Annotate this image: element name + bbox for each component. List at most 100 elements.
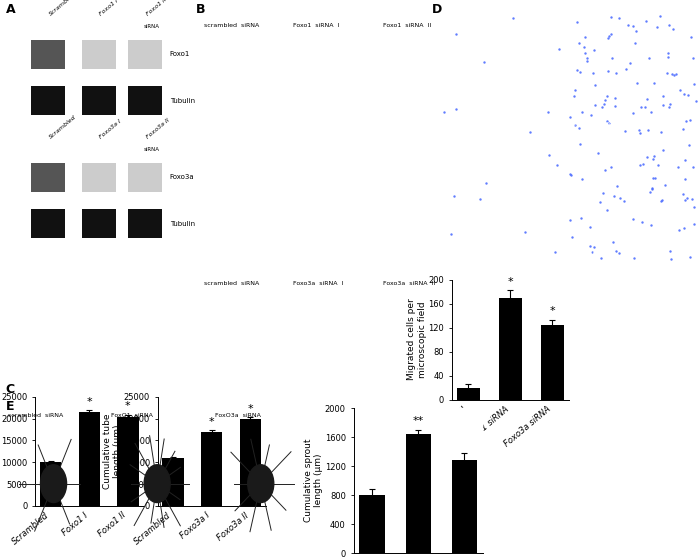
Point bbox=[582, 53, 593, 62]
Point bbox=[675, 86, 686, 94]
Circle shape bbox=[248, 465, 274, 503]
Point bbox=[657, 196, 668, 205]
Bar bbox=[40, 462, 61, 506]
Point bbox=[620, 65, 631, 74]
Y-axis label: Cumulative sprout
length (μm): Cumulative sprout length (μm) bbox=[304, 439, 323, 523]
Point bbox=[592, 149, 603, 158]
Point bbox=[652, 22, 663, 31]
Point bbox=[582, 56, 593, 65]
Point bbox=[611, 182, 622, 191]
Point bbox=[678, 224, 690, 233]
Point bbox=[664, 103, 675, 112]
Point bbox=[595, 254, 606, 263]
Text: scrambled  siRNA: scrambled siRNA bbox=[204, 281, 259, 286]
Point bbox=[572, 65, 583, 74]
Point bbox=[508, 13, 519, 22]
Bar bbox=[162, 458, 183, 506]
Point bbox=[630, 39, 641, 48]
Text: *: * bbox=[550, 306, 555, 316]
Text: *: * bbox=[125, 401, 131, 411]
Circle shape bbox=[41, 465, 66, 503]
Point bbox=[647, 183, 658, 192]
Point bbox=[627, 109, 638, 118]
Point bbox=[479, 58, 490, 67]
Text: Foxo1 I: Foxo1 I bbox=[99, 0, 120, 17]
Point bbox=[642, 95, 653, 104]
Point bbox=[606, 29, 617, 38]
Point bbox=[637, 217, 648, 226]
Point bbox=[652, 161, 664, 170]
Point bbox=[622, 21, 634, 30]
Point bbox=[584, 223, 596, 232]
Point bbox=[646, 184, 657, 193]
Point bbox=[600, 96, 611, 105]
Point bbox=[475, 195, 486, 203]
Point bbox=[668, 25, 679, 34]
Text: siRNA: siRNA bbox=[144, 25, 160, 30]
Point bbox=[587, 248, 598, 257]
Text: scrambled  siRNA: scrambled siRNA bbox=[8, 413, 63, 418]
Bar bbox=[201, 432, 223, 506]
Point bbox=[636, 102, 647, 111]
Bar bbox=[452, 461, 477, 553]
Point bbox=[688, 220, 699, 229]
Point bbox=[564, 215, 575, 224]
Text: scrambled  siRNA: scrambled siRNA bbox=[204, 23, 259, 28]
Point bbox=[662, 68, 673, 77]
Point bbox=[570, 120, 581, 129]
Bar bbox=[118, 416, 139, 506]
Point bbox=[614, 14, 625, 23]
Point bbox=[645, 107, 657, 116]
Point bbox=[663, 52, 674, 61]
Text: Scrambled: Scrambled bbox=[48, 0, 77, 17]
Point bbox=[655, 127, 666, 136]
Text: scrambled: scrambled bbox=[441, 250, 475, 255]
Y-axis label: Cumulative tube
length (μm): Cumulative tube length (μm) bbox=[103, 414, 122, 489]
Text: B: B bbox=[196, 3, 206, 16]
Point bbox=[663, 49, 674, 58]
Point bbox=[610, 69, 622, 78]
Point bbox=[445, 229, 456, 238]
Point bbox=[594, 198, 606, 207]
Bar bbox=[359, 495, 385, 553]
Bar bbox=[31, 210, 65, 238]
Point bbox=[634, 129, 645, 138]
Text: Foxo1: Foxo1 bbox=[169, 51, 190, 58]
Text: *: * bbox=[209, 417, 215, 427]
Bar bbox=[540, 325, 564, 400]
Point bbox=[657, 91, 668, 100]
Text: *: * bbox=[508, 277, 513, 287]
Point bbox=[451, 30, 462, 39]
Point bbox=[619, 127, 630, 136]
Point bbox=[601, 206, 612, 215]
Point bbox=[643, 126, 654, 135]
Point bbox=[648, 151, 659, 160]
Point bbox=[576, 107, 587, 116]
Point bbox=[673, 226, 685, 235]
Point bbox=[688, 54, 699, 63]
Point bbox=[681, 193, 692, 202]
Point bbox=[644, 54, 655, 63]
Point bbox=[603, 67, 614, 76]
Bar bbox=[240, 419, 261, 506]
Point bbox=[589, 80, 601, 89]
Point bbox=[607, 238, 618, 247]
Bar bbox=[499, 297, 522, 400]
Point bbox=[577, 174, 588, 183]
Point bbox=[657, 101, 668, 110]
Bar bbox=[128, 40, 162, 69]
Point bbox=[627, 215, 638, 224]
Text: E: E bbox=[6, 400, 14, 413]
Point bbox=[600, 165, 611, 174]
Point bbox=[627, 22, 638, 31]
Point bbox=[631, 26, 642, 35]
Y-axis label: Migrated cells per
microscopic field: Migrated cells per microscopic field bbox=[407, 299, 426, 381]
Text: A: A bbox=[6, 3, 15, 16]
Point bbox=[598, 189, 609, 198]
Point bbox=[550, 247, 561, 256]
Point bbox=[603, 33, 614, 42]
Point bbox=[587, 68, 598, 77]
Point bbox=[608, 191, 620, 200]
Point bbox=[655, 197, 666, 206]
Point bbox=[680, 156, 691, 165]
